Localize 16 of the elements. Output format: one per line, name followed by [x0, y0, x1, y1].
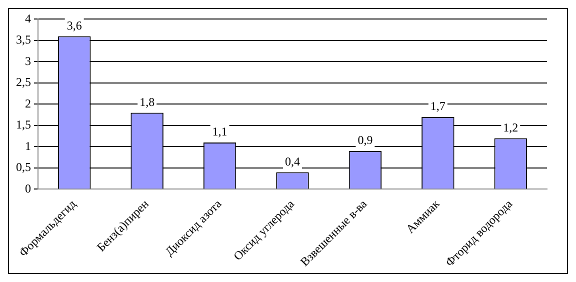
data-label: 3,6	[66, 18, 82, 32]
y-tick-label: 4	[25, 11, 31, 26]
y-tick-label: 2,5	[16, 75, 31, 90]
y-tick-label: 3,5	[16, 32, 31, 47]
data-label: 1,8	[140, 94, 155, 109]
y-tick-label: 2	[25, 96, 31, 110]
y-tick-label: 0	[25, 181, 31, 196]
y-tick-label: 0,5	[16, 160, 31, 174]
y-tick-label: 3	[25, 54, 31, 68]
data-label: 0,9	[358, 133, 373, 148]
y-tick-label: 1,5	[16, 118, 31, 132]
y-tick-label: 1	[25, 138, 31, 153]
data-label: 0,4	[285, 154, 300, 168]
data-label: 1,2	[503, 120, 518, 134]
data-label: 1,7	[430, 99, 446, 114]
data-label: 1,1	[212, 124, 228, 139]
